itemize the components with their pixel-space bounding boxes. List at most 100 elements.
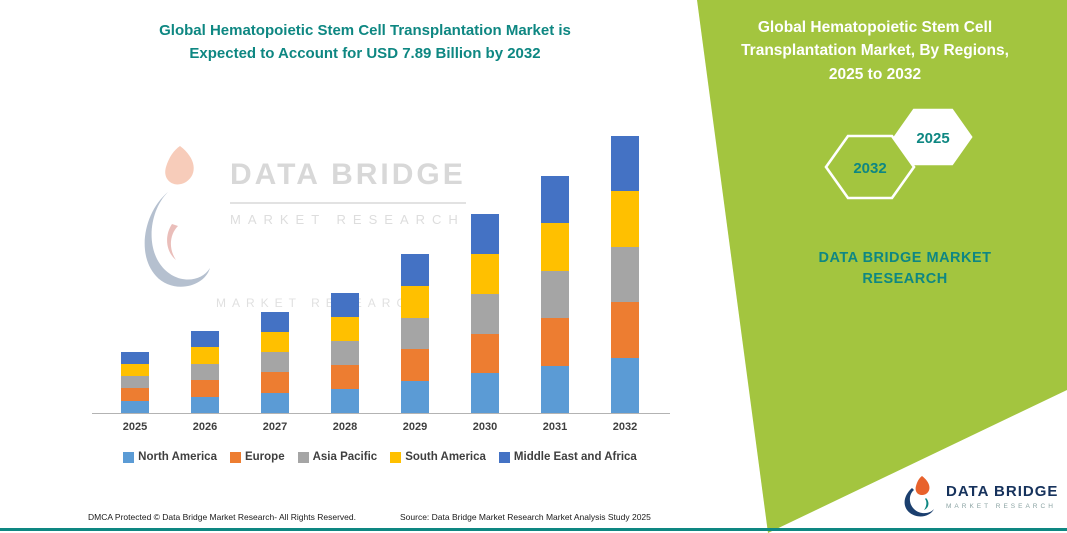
bar-segment	[121, 388, 149, 401]
brand-subtitle: MARKET RESEARCH	[946, 502, 1056, 510]
hexagon-year-back: 2032	[853, 160, 886, 177]
bar-segment	[121, 400, 149, 413]
bar-column	[590, 135, 660, 413]
bar-column	[450, 213, 520, 413]
bar-segment	[541, 318, 569, 366]
watermark-subtitle: MARKET RESEARCH	[230, 202, 466, 227]
legend-item: South America	[390, 451, 486, 463]
bar-column	[380, 254, 450, 413]
x-axis-label: 2026	[192, 421, 218, 433]
data-bridge-logo: DATA BRIDGE MARKET RESEARCH	[898, 474, 1058, 518]
side-panel-brand-line2: RESEARCH	[862, 271, 948, 288]
x-axis-labels: 2025 2026 2027 2028 2029 2030 2031 2032	[100, 421, 660, 433]
legend-swatch	[498, 451, 510, 463]
legend-item: Middle East and Africa	[498, 451, 637, 463]
bar-segment	[471, 373, 499, 413]
x-axis-label: 2031	[542, 421, 568, 433]
bar-segment	[611, 302, 639, 358]
bar-segment	[191, 380, 219, 397]
source-note: Source: Data Bridge Market Research Mark…	[400, 512, 651, 522]
page-title-line1: Global Hematopoietic Stem Cell Transplan…	[159, 22, 571, 39]
bar-segment	[331, 317, 359, 342]
side-panel-heading: Global Hematopoietic Stem Cell Transplan…	[741, 19, 1009, 83]
bar-segment	[401, 349, 429, 382]
legend-item: Asia Pacific	[297, 451, 378, 463]
bar-segment	[401, 286, 429, 318]
legend-swatch	[123, 451, 135, 463]
bar-segment	[191, 363, 219, 380]
stacked-bar-2029	[401, 254, 429, 413]
watermark-text: DATA BRIDGE MARKET RESEARCH	[230, 158, 466, 227]
bar-column	[100, 351, 170, 413]
dmca-notice: DMCA Protected © Data Bridge Market Rese…	[88, 512, 356, 522]
bar-segment	[541, 365, 569, 413]
brand-name: DATA BRIDGE	[946, 482, 1059, 500]
stacked-bar-2030	[471, 213, 499, 413]
bar-segment	[261, 392, 289, 413]
bar-segment	[261, 311, 289, 333]
hexagon-2032-icon	[824, 134, 916, 200]
bar-segment	[471, 293, 499, 334]
legend-label: South America	[405, 451, 486, 463]
stacked-bar-2032	[611, 135, 639, 413]
data-bridge-watermark-logo-icon	[144, 146, 210, 287]
bar-segment	[331, 365, 359, 390]
stacked-bar-2027	[261, 311, 289, 413]
legend-label: Middle East and Africa	[513, 451, 637, 463]
bar-column	[310, 292, 380, 413]
x-axis-label: 2027	[262, 421, 288, 433]
bar-segment	[191, 347, 219, 364]
bar-segment	[261, 352, 289, 373]
bar-segment	[611, 246, 639, 302]
watermark-secondary: MARKET RESEARCH	[216, 296, 426, 310]
page-title: Global Hematopoietic Stem Cell Transplan…	[55, 20, 675, 65]
stacked-bar-2031	[541, 176, 569, 413]
legend-swatch	[229, 451, 241, 463]
stacked-bar-2026	[191, 330, 219, 413]
bar-column	[520, 176, 590, 413]
bar-segment	[121, 376, 149, 389]
bar-segment	[121, 363, 149, 377]
bar-segment	[471, 253, 499, 294]
bar-segment	[611, 135, 639, 191]
bar-segment	[401, 381, 429, 413]
data-bridge-logo-icon	[904, 476, 934, 517]
bar-segment	[471, 333, 499, 374]
bar-segment	[121, 351, 149, 364]
bar-segment	[471, 213, 499, 254]
legend-label: Asia Pacific	[312, 451, 378, 463]
bar-segment	[261, 332, 289, 353]
bar-segment	[331, 389, 359, 413]
watermark-title: DATA BRIDGE	[230, 158, 466, 191]
bar-segment	[401, 254, 429, 287]
stacked-bar-2028	[331, 292, 359, 413]
chart-legend: North America Europe Asia Pacific South Ame…	[85, 451, 675, 463]
bar-segment	[541, 176, 569, 224]
legend-swatch	[390, 451, 402, 463]
page-title-line2: Expected to Account for USD 7.89 Billion…	[189, 44, 541, 62]
side-panel-brand: DATA BRIDGE MARKET RESEARCH	[760, 248, 1050, 290]
watermark: DATA BRIDGE MARKET RESEARCH	[138, 140, 466, 320]
side-panel-brand-line1: DATA BRIDGE MARKET	[818, 250, 992, 266]
hexagon-year-front: 2025	[916, 130, 949, 147]
bar-segment	[541, 223, 569, 271]
legend-label: Europe	[244, 451, 285, 463]
bar-segment	[611, 191, 639, 247]
bar-segment	[191, 330, 219, 347]
bar-segment	[401, 317, 429, 350]
x-axis-label: 2029	[402, 421, 428, 433]
bar-segment	[191, 396, 219, 413]
bar-segment	[541, 270, 569, 319]
x-axis-label: 2028	[332, 421, 358, 433]
x-axis-label: 2030	[472, 421, 498, 433]
year-hexagons: 2032 2025	[815, 105, 980, 212]
stacked-bar-2025	[121, 351, 149, 413]
legend-label: North America	[138, 451, 217, 463]
bar-segment	[331, 292, 359, 318]
bar-segment	[331, 341, 359, 366]
legend-item: Europe	[229, 451, 285, 463]
hexagon-2025-icon	[893, 108, 973, 166]
brand-text: DATA BRIDGE MARKET RESEARCH	[946, 483, 1058, 510]
bar-segment	[611, 357, 639, 413]
